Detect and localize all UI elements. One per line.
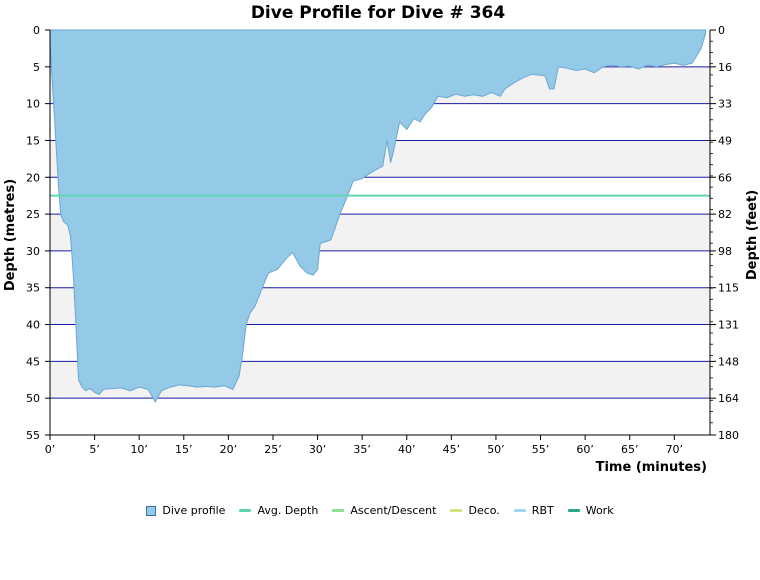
chart-title: Dive Profile for Dive # 364 (251, 3, 506, 23)
legend-item: Deco. (450, 504, 500, 517)
x-tick-label: 60’ (576, 443, 594, 456)
y-left-tick-label: 5 (33, 61, 40, 74)
axes (45, 29, 716, 440)
y-right-tick-label: 115 (718, 282, 739, 295)
legend-label: RBT (531, 504, 554, 517)
legend-swatch (332, 509, 345, 512)
plot-band (50, 398, 710, 435)
legend-label: Ascent/Descent (350, 504, 437, 517)
x-tick-label: 5’ (89, 443, 100, 456)
x-tick-label: 0’ (45, 443, 56, 456)
y-left-tick-label: 25 (26, 208, 40, 221)
legend-label: Work (585, 504, 614, 517)
legend-item: Work (567, 504, 614, 517)
x-tick-label: 55’ (532, 443, 550, 456)
y-right-tick-label: 164 (718, 392, 739, 405)
legend-swatch (450, 509, 463, 512)
x-tick-label: 70’ (666, 443, 684, 456)
legend-label: Dive profile (162, 504, 226, 517)
legend-swatch (567, 509, 580, 512)
legend-label: Avg. Depth (257, 504, 319, 517)
y-left-axis-label: Depth (metres) (3, 179, 18, 291)
y-right-tick-label: 98 (718, 245, 732, 258)
x-tick-label: 25’ (264, 443, 282, 456)
dive-profile-chart: Dive Profile for Dive # 364 0’ 5’ 10’ 15’ 20… (3, 3, 760, 475)
x-tick-label: 10’ (130, 443, 148, 456)
y-right-tick-labels: 0 16 33 49 66 82 98 115 131 148 164 180 (718, 24, 739, 442)
y-left-tick-label: 40 (26, 319, 40, 332)
y-left-tick-label: 0 (33, 24, 40, 37)
x-axis-label: Time (minutes) (596, 460, 707, 475)
y-left-tick-label: 35 (26, 282, 40, 295)
y-left-tick-label: 15 (26, 134, 40, 147)
legend-swatch (146, 505, 157, 516)
legend-swatch (239, 509, 252, 512)
x-tick-label: 50’ (487, 443, 505, 456)
x-tick-label: 30’ (309, 443, 327, 456)
y-left-tick-label: 10 (26, 98, 40, 111)
y-right-tick-label: 131 (718, 319, 739, 332)
dive-profile-area (49, 29, 707, 403)
y-right-tick-label: 82 (718, 208, 732, 221)
legend-label: Deco. (468, 504, 500, 517)
y-right-tick-label: 148 (718, 355, 739, 368)
y-left-tick-label: 30 (26, 245, 40, 258)
x-tick-label: 20’ (220, 443, 238, 456)
x-tick-label: 65’ (621, 443, 639, 456)
y-left-tick-label: 50 (26, 392, 40, 405)
legend-item: Dive profile (146, 504, 225, 517)
y-right-tick-label: 180 (718, 429, 739, 442)
y-right-tick-label: 0 (718, 24, 725, 37)
x-tick-label: 45’ (443, 443, 461, 456)
legend-item: RBT (513, 504, 554, 517)
x-tick-label: 35’ (353, 443, 371, 456)
y-right-tick-label: 16 (718, 61, 732, 74)
x-tick-labels: 0’ 5’ 10’ 15’ 20’ 25’ 30’ 35’ 40’ 45’ 50’ 55’ 60’ 65’… (45, 443, 683, 456)
y-left-tick-labels: 0 5 10 15 20 25 30 35 40 45 50 55 (26, 24, 40, 442)
x-tick-label: 15’ (175, 443, 193, 456)
legend-item: Ascent/Descent (332, 504, 436, 517)
legend-item: Avg. Depth (239, 504, 318, 517)
y-left-tick-label: 55 (26, 429, 40, 442)
y-right-axis-label: Depth (feet) (745, 190, 760, 280)
y-right-tick-label: 49 (718, 134, 732, 147)
y-left-tick-label: 45 (26, 355, 40, 368)
y-left-tick-label: 20 (26, 171, 40, 184)
chart-legend: Dive profile Avg. Depth Ascent/Descent Deco… (0, 504, 760, 517)
y-right-tick-label: 33 (718, 98, 732, 111)
x-tick-label: 40’ (398, 443, 416, 456)
y-right-tick-label: 66 (718, 171, 732, 184)
legend-swatch (513, 509, 526, 512)
